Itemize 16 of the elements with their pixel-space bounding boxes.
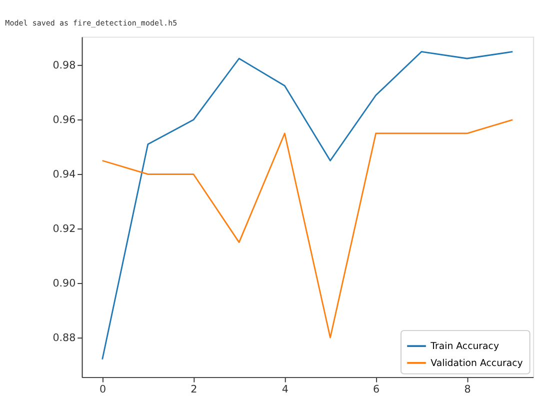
line-series <box>102 50 514 360</box>
x-tick-label: 6 <box>373 384 380 396</box>
y-tick-label: 0.90 <box>52 277 76 290</box>
chart-title: Model saved as fire_detection_model.h5 <box>5 18 178 28</box>
y-tick-label: 0.98 <box>52 60 76 72</box>
x-tick-label: 2 <box>190 384 198 396</box>
x-tick-label: 8 <box>464 384 471 396</box>
y-tick-label: 0.92 <box>52 222 76 235</box>
x-tick-label: 4 <box>282 384 288 396</box>
y-tick-label: 0.94 <box>52 168 76 181</box>
line-series <box>102 119 514 338</box>
legend-label: Validation Accuracy <box>430 358 524 369</box>
y-tick-label: 0.96 <box>52 114 76 126</box>
y-tick-label: 0.88 <box>52 332 76 344</box>
x-tick-label: 0 <box>99 384 106 396</box>
legend-label: Train Accuracy <box>430 340 500 352</box>
